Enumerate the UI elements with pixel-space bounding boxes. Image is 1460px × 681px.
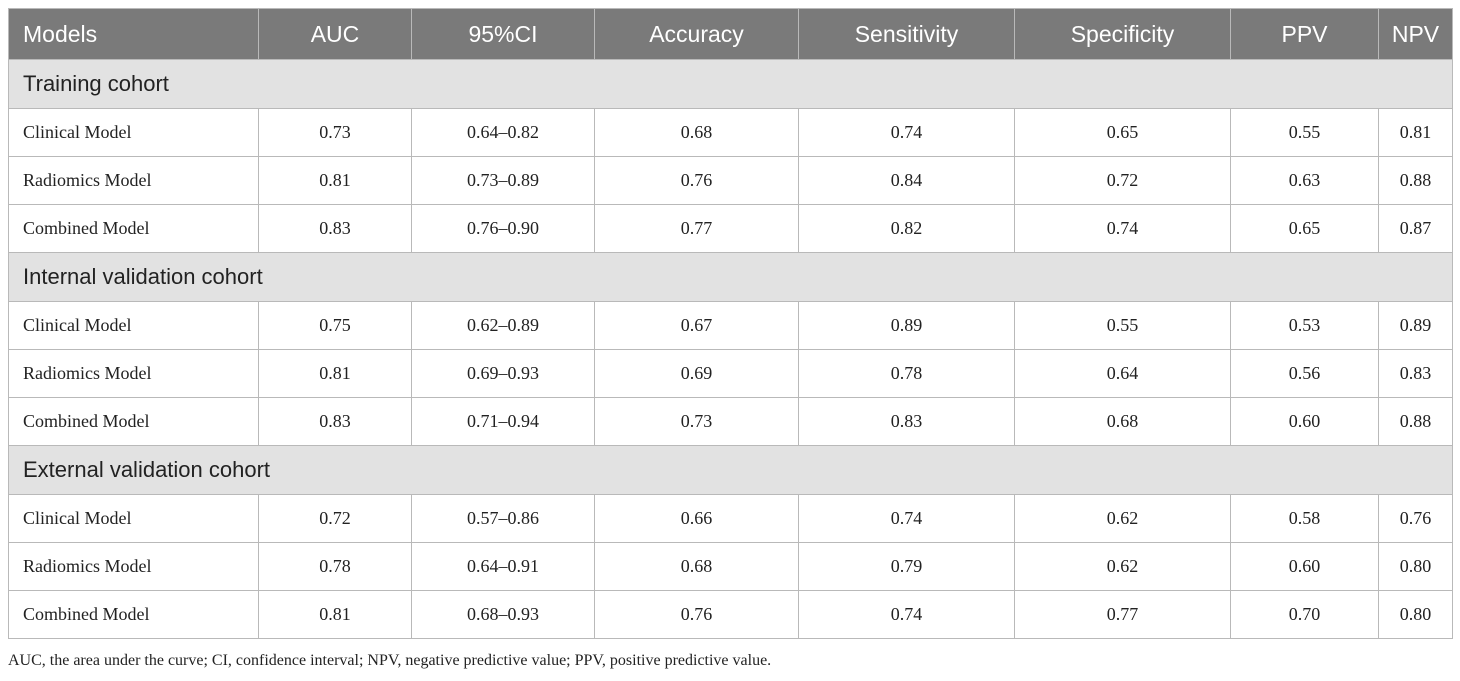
- table-row: Radiomics Model 0.78 0.64–0.91 0.68 0.79…: [8, 542, 1453, 591]
- accuracy-cell: 0.76: [594, 156, 799, 205]
- section-row-external-validation: External validation cohort: [8, 445, 1453, 495]
- ci-cell: 0.76–0.90: [411, 204, 595, 253]
- model-name: Combined Model: [8, 590, 259, 639]
- specificity-cell: 0.64: [1014, 349, 1231, 398]
- header-specificity: Specificity: [1014, 8, 1231, 60]
- sensitivity-cell: 0.74: [798, 590, 1015, 639]
- table-row: Clinical Model 0.75 0.62–0.89 0.67 0.89 …: [8, 301, 1453, 350]
- specificity-cell: 0.77: [1014, 590, 1231, 639]
- ppv-cell: 0.65: [1230, 204, 1379, 253]
- specificity-cell: 0.65: [1014, 108, 1231, 157]
- table-row: Clinical Model 0.72 0.57–0.86 0.66 0.74 …: [8, 494, 1453, 543]
- header-ppv: PPV: [1230, 8, 1379, 60]
- accuracy-cell: 0.67: [594, 301, 799, 350]
- section-title: Training cohort: [8, 59, 1453, 109]
- specificity-cell: 0.68: [1014, 397, 1231, 446]
- sensitivity-cell: 0.79: [798, 542, 1015, 591]
- ppv-cell: 0.60: [1230, 542, 1379, 591]
- npv-cell: 0.88: [1378, 397, 1453, 446]
- ci-cell: 0.71–0.94: [411, 397, 595, 446]
- ci-cell: 0.68–0.93: [411, 590, 595, 639]
- model-performance-table: Models AUC 95%CI Accuracy Sensitivity Sp…: [8, 8, 1453, 639]
- table-header-row: Models AUC 95%CI Accuracy Sensitivity Sp…: [8, 8, 1453, 60]
- accuracy-cell: 0.68: [594, 542, 799, 591]
- accuracy-cell: 0.66: [594, 494, 799, 543]
- ci-cell: 0.73–0.89: [411, 156, 595, 205]
- npv-cell: 0.83: [1378, 349, 1453, 398]
- ci-cell: 0.62–0.89: [411, 301, 595, 350]
- npv-cell: 0.80: [1378, 542, 1453, 591]
- auc-cell: 0.72: [258, 494, 412, 543]
- ci-cell: 0.64–0.82: [411, 108, 595, 157]
- sensitivity-cell: 0.83: [798, 397, 1015, 446]
- auc-cell: 0.75: [258, 301, 412, 350]
- auc-cell: 0.83: [258, 397, 412, 446]
- sensitivity-cell: 0.89: [798, 301, 1015, 350]
- accuracy-cell: 0.69: [594, 349, 799, 398]
- specificity-cell: 0.74: [1014, 204, 1231, 253]
- header-accuracy: Accuracy: [594, 8, 799, 60]
- model-name: Radiomics Model: [8, 156, 259, 205]
- accuracy-cell: 0.77: [594, 204, 799, 253]
- specificity-cell: 0.62: [1014, 494, 1231, 543]
- ci-cell: 0.57–0.86: [411, 494, 595, 543]
- section-row-training: Training cohort: [8, 59, 1453, 109]
- model-name: Radiomics Model: [8, 349, 259, 398]
- table-row: Radiomics Model 0.81 0.73–0.89 0.76 0.84…: [8, 156, 1453, 205]
- table-footnote: AUC, the area under the curve; CI, confi…: [8, 652, 772, 669]
- table-row: Combined Model 0.81 0.68–0.93 0.76 0.74 …: [8, 590, 1453, 639]
- sensitivity-cell: 0.74: [798, 494, 1015, 543]
- ppv-cell: 0.53: [1230, 301, 1379, 350]
- npv-cell: 0.81: [1378, 108, 1453, 157]
- ppv-cell: 0.70: [1230, 590, 1379, 639]
- ppv-cell: 0.55: [1230, 108, 1379, 157]
- npv-cell: 0.80: [1378, 590, 1453, 639]
- header-95ci: 95%CI: [411, 8, 595, 60]
- sensitivity-cell: 0.82: [798, 204, 1015, 253]
- ppv-cell: 0.56: [1230, 349, 1379, 398]
- ci-cell: 0.64–0.91: [411, 542, 595, 591]
- table-row: Radiomics Model 0.81 0.69–0.93 0.69 0.78…: [8, 349, 1453, 398]
- specificity-cell: 0.55: [1014, 301, 1231, 350]
- model-name: Clinical Model: [8, 494, 259, 543]
- auc-cell: 0.83: [258, 204, 412, 253]
- model-name: Combined Model: [8, 204, 259, 253]
- sensitivity-cell: 0.84: [798, 156, 1015, 205]
- specificity-cell: 0.62: [1014, 542, 1231, 591]
- sensitivity-cell: 0.78: [798, 349, 1015, 398]
- npv-cell: 0.76: [1378, 494, 1453, 543]
- section-title: Internal validation cohort: [8, 252, 1453, 302]
- npv-cell: 0.89: [1378, 301, 1453, 350]
- header-auc: AUC: [258, 8, 412, 60]
- header-npv: NPV: [1378, 8, 1453, 60]
- npv-cell: 0.87: [1378, 204, 1453, 253]
- specificity-cell: 0.72: [1014, 156, 1231, 205]
- section-title: External validation cohort: [8, 445, 1453, 495]
- accuracy-cell: 0.73: [594, 397, 799, 446]
- section-row-internal-validation: Internal validation cohort: [8, 252, 1453, 302]
- table-row: Combined Model 0.83 0.76–0.90 0.77 0.82 …: [8, 204, 1453, 253]
- ci-cell: 0.69–0.93: [411, 349, 595, 398]
- auc-cell: 0.78: [258, 542, 412, 591]
- table-row: Clinical Model 0.73 0.64–0.82 0.68 0.74 …: [8, 108, 1453, 157]
- ppv-cell: 0.60: [1230, 397, 1379, 446]
- npv-cell: 0.88: [1378, 156, 1453, 205]
- header-sensitivity: Sensitivity: [798, 8, 1015, 60]
- auc-cell: 0.81: [258, 349, 412, 398]
- sensitivity-cell: 0.74: [798, 108, 1015, 157]
- accuracy-cell: 0.76: [594, 590, 799, 639]
- auc-cell: 0.73: [258, 108, 412, 157]
- ppv-cell: 0.58: [1230, 494, 1379, 543]
- auc-cell: 0.81: [258, 590, 412, 639]
- table-row: Combined Model 0.83 0.71–0.94 0.73 0.83 …: [8, 397, 1453, 446]
- auc-cell: 0.81: [258, 156, 412, 205]
- header-models: Models: [8, 8, 259, 60]
- accuracy-cell: 0.68: [594, 108, 799, 157]
- model-name: Clinical Model: [8, 108, 259, 157]
- model-name: Combined Model: [8, 397, 259, 446]
- model-name: Clinical Model: [8, 301, 259, 350]
- ppv-cell: 0.63: [1230, 156, 1379, 205]
- model-name: Radiomics Model: [8, 542, 259, 591]
- results-table-container: Models AUC 95%CI Accuracy Sensitivity Sp…: [8, 8, 1453, 639]
